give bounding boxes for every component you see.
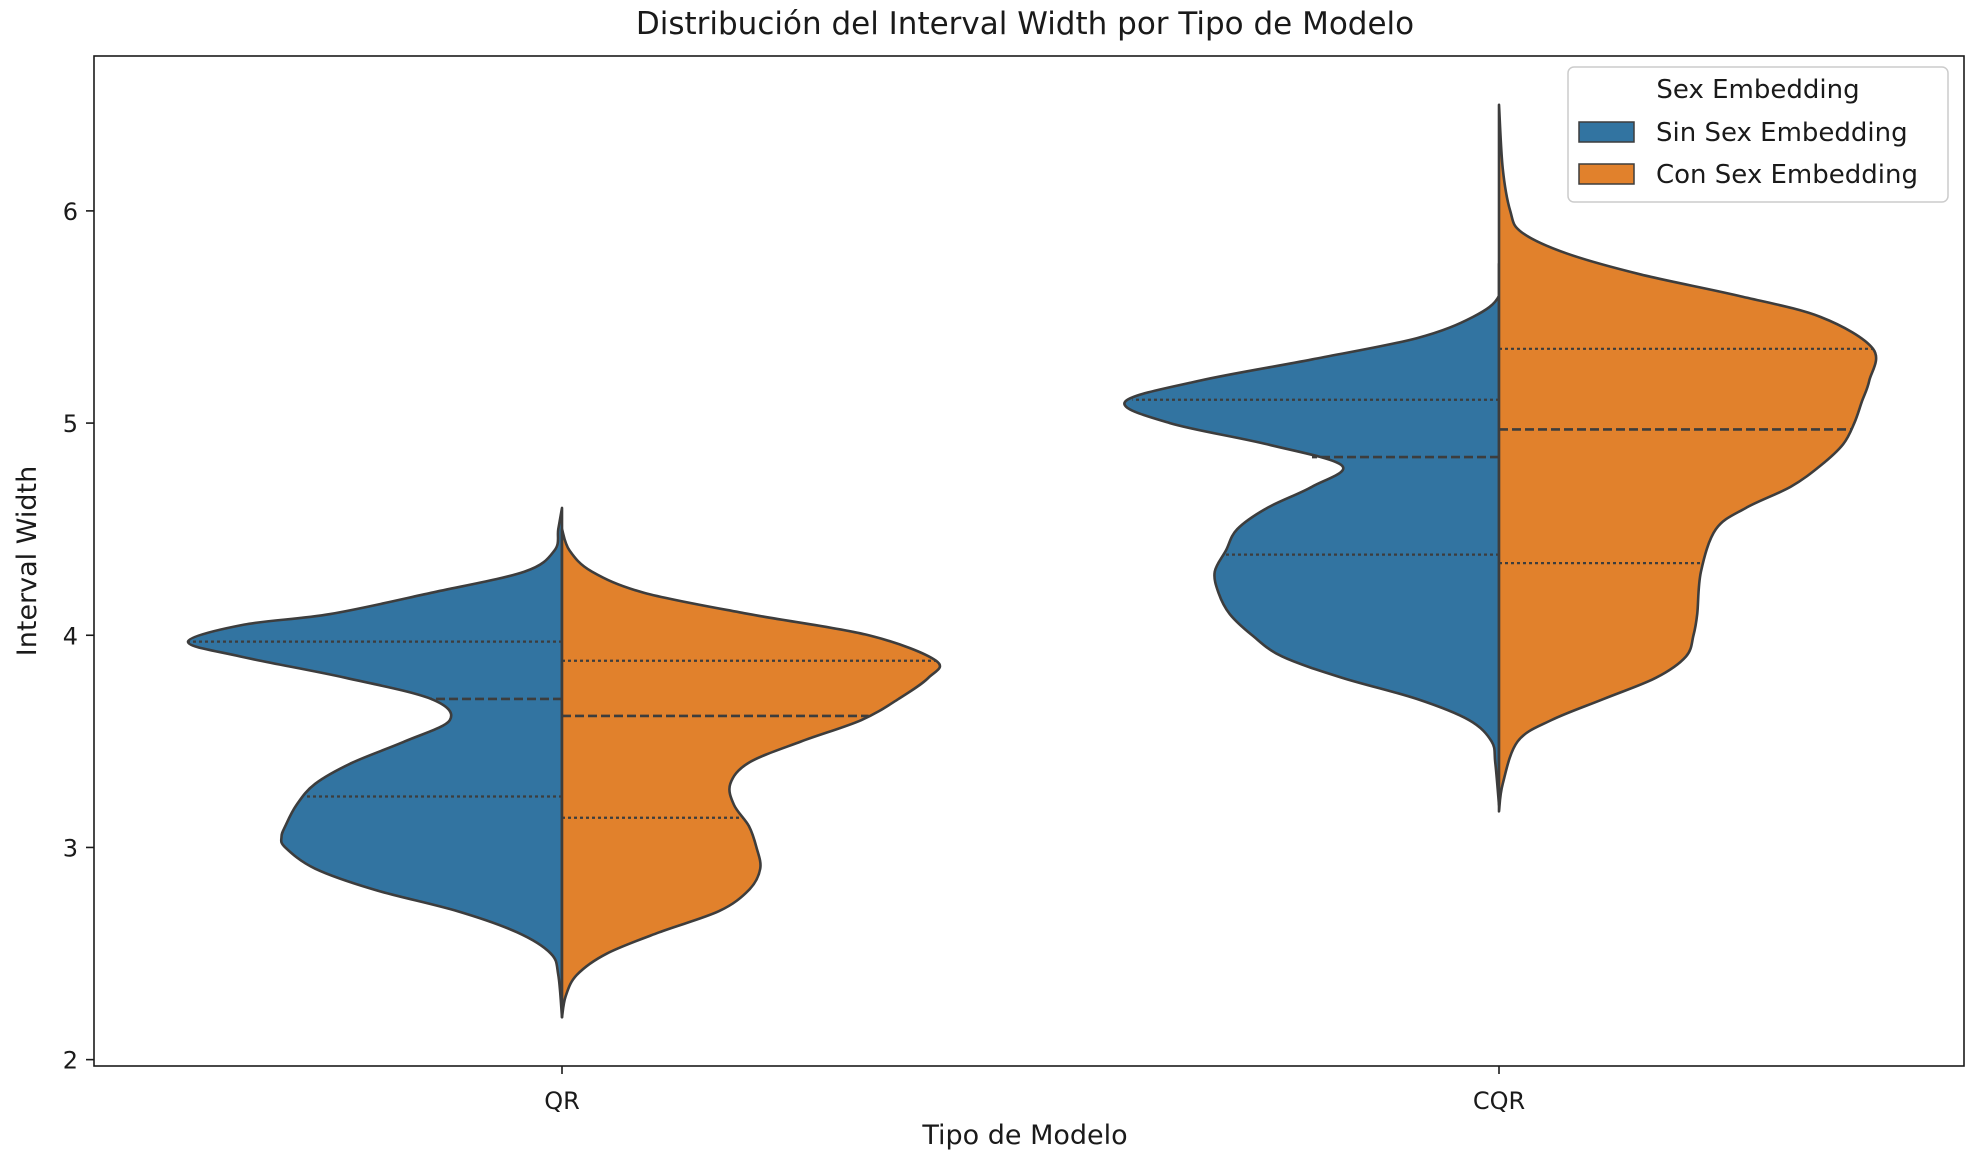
violin-qr-con: [560, 527, 942, 1019]
legend-label-con: Con Sex Embedding: [1656, 160, 1918, 190]
legend-swatch-sin: [1578, 121, 1635, 143]
y-tick-label: 3: [63, 834, 78, 862]
y-axis-label: Interval Width: [12, 466, 43, 656]
y-tick-label: 4: [63, 622, 78, 650]
legend-swatch-con: [1578, 163, 1635, 185]
y-tick-label: 5: [63, 410, 78, 438]
x-axis: QR CQR: [544, 1066, 1525, 1115]
violin-cqr-con: [1497, 103, 1878, 813]
violin-qr-sin: [186, 506, 564, 1019]
y-tick-label: 6: [63, 198, 78, 226]
y-tick-label: 2: [63, 1047, 78, 1075]
y-axis: 2 3 4 5 6: [63, 198, 94, 1075]
violin-cqr-sin: [1123, 262, 1503, 807]
chart-title: Distribución del Interval Width por Tipo…: [636, 6, 1414, 42]
legend-box: [1567, 66, 1949, 203]
legend-title: Sex Embedding: [1656, 75, 1859, 105]
violin-layer: [186, 103, 1878, 1019]
legend: Sex Embedding Sin Sex Embedding Con Sex …: [1567, 66, 1949, 203]
x-tick-label: QR: [544, 1087, 580, 1115]
x-axis-label: Tipo de Modelo: [921, 1120, 1127, 1151]
plot-frame: [93, 55, 1965, 1067]
x-tick-label: CQR: [1473, 1087, 1525, 1115]
legend-label-sin: Sin Sex Embedding: [1656, 118, 1908, 148]
